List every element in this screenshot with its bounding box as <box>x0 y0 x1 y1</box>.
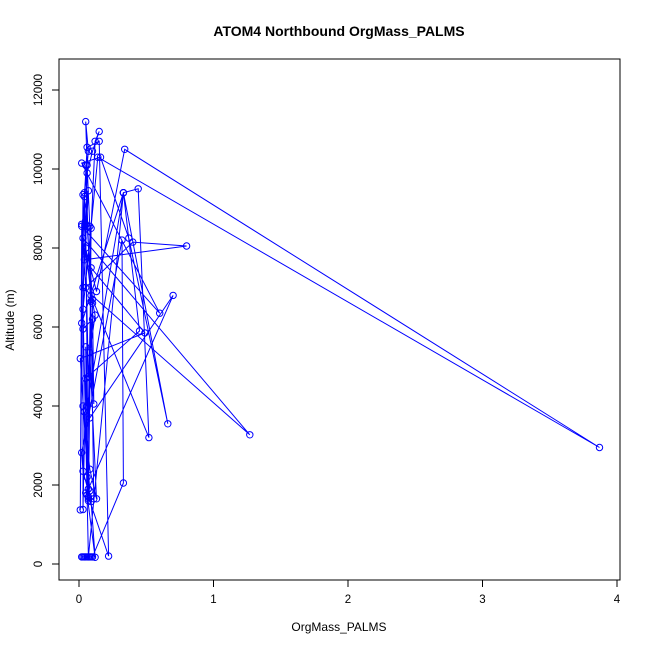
data-point <box>84 187 93 195</box>
chart-title: ATOM4 Northbound OrgMass_PALMS <box>213 23 464 39</box>
data-point <box>88 299 97 307</box>
data-point <box>94 153 102 161</box>
data-point <box>86 222 94 231</box>
data-point <box>82 283 90 292</box>
data-point <box>79 505 87 514</box>
data-point <box>83 473 91 481</box>
data-point <box>182 242 191 250</box>
data-point <box>82 220 90 229</box>
data-point <box>87 297 95 305</box>
y-tick-label: 4000 <box>33 393 45 419</box>
data-point <box>78 159 86 167</box>
y-tick-label: 8000 <box>33 235 45 261</box>
data-point <box>79 402 87 410</box>
data-point <box>129 238 137 246</box>
data-point <box>118 236 126 244</box>
data-point <box>95 127 103 136</box>
data-point <box>76 506 85 514</box>
data-point <box>84 553 93 561</box>
data-point <box>80 256 89 264</box>
x-axis-label: OrgMass_PALMS <box>291 620 386 634</box>
data-point <box>134 185 142 193</box>
data-point <box>79 467 87 475</box>
data-point <box>83 169 91 177</box>
data-point <box>88 315 97 323</box>
y-tick-label: 0 <box>33 561 45 567</box>
x-tick-label: 4 <box>614 594 621 606</box>
data-point <box>88 295 97 303</box>
data-point <box>80 189 89 197</box>
data-point <box>88 147 97 155</box>
data-point <box>87 291 95 300</box>
data-point <box>76 354 85 363</box>
y-tick-label: 10000 <box>33 153 45 185</box>
series-lines <box>79 121 600 558</box>
x-axis: 0 1 2 3 4 <box>76 579 621 606</box>
x-tick-label: 2 <box>345 594 351 606</box>
data-point <box>92 495 101 503</box>
data-point <box>87 264 95 272</box>
data-point <box>595 443 604 452</box>
data-point <box>80 192 89 201</box>
y-axis: 0 2000 4000 6000 8000 10000 12000 <box>33 74 60 567</box>
data-point <box>87 224 95 233</box>
x-tick-label: 3 <box>479 594 485 606</box>
data-point <box>95 137 103 146</box>
data-point <box>96 153 105 161</box>
data-point <box>79 305 87 313</box>
data-point <box>82 374 90 383</box>
y-tick-label: 2000 <box>33 472 45 498</box>
data-point <box>84 495 93 503</box>
y-tick-label: 12000 <box>33 74 45 106</box>
series-line <box>79 121 600 558</box>
data-point <box>78 319 86 327</box>
data-point <box>86 465 94 473</box>
plot-frame <box>58 58 621 581</box>
data-point <box>78 222 86 231</box>
data-point <box>78 448 86 457</box>
data-point <box>79 234 87 242</box>
data-point <box>84 493 93 501</box>
data-point <box>145 433 153 442</box>
data-point <box>78 220 86 229</box>
y-tick-label: 6000 <box>33 314 45 340</box>
series-points <box>76 117 604 561</box>
data-point <box>82 117 90 126</box>
data-point <box>91 137 99 146</box>
data-point <box>83 143 91 152</box>
x-tick-label: 1 <box>210 594 216 606</box>
data-point <box>82 161 90 169</box>
data-point <box>84 485 93 493</box>
data-point <box>169 291 177 300</box>
data-point <box>86 349 94 357</box>
data-point <box>91 311 99 319</box>
data-point <box>82 343 90 351</box>
data-point <box>104 552 113 560</box>
data-point <box>83 402 91 410</box>
x-tick-label: 0 <box>76 594 82 606</box>
data-point <box>141 329 149 337</box>
y-axis-label: Altitude (m) <box>3 289 17 350</box>
data-point <box>119 479 128 487</box>
data-point <box>119 189 128 197</box>
data-point <box>86 414 94 422</box>
data-point <box>156 309 164 317</box>
data-point <box>125 234 133 242</box>
data-point <box>90 400 98 408</box>
data-point <box>84 147 93 155</box>
data-point <box>79 191 87 199</box>
data-point <box>79 283 87 292</box>
data-point <box>92 287 101 296</box>
data-point <box>80 553 89 561</box>
data-point <box>121 145 129 154</box>
data-point <box>164 420 172 428</box>
data-point <box>246 431 254 439</box>
data-point <box>88 553 97 561</box>
data-point <box>82 244 90 252</box>
